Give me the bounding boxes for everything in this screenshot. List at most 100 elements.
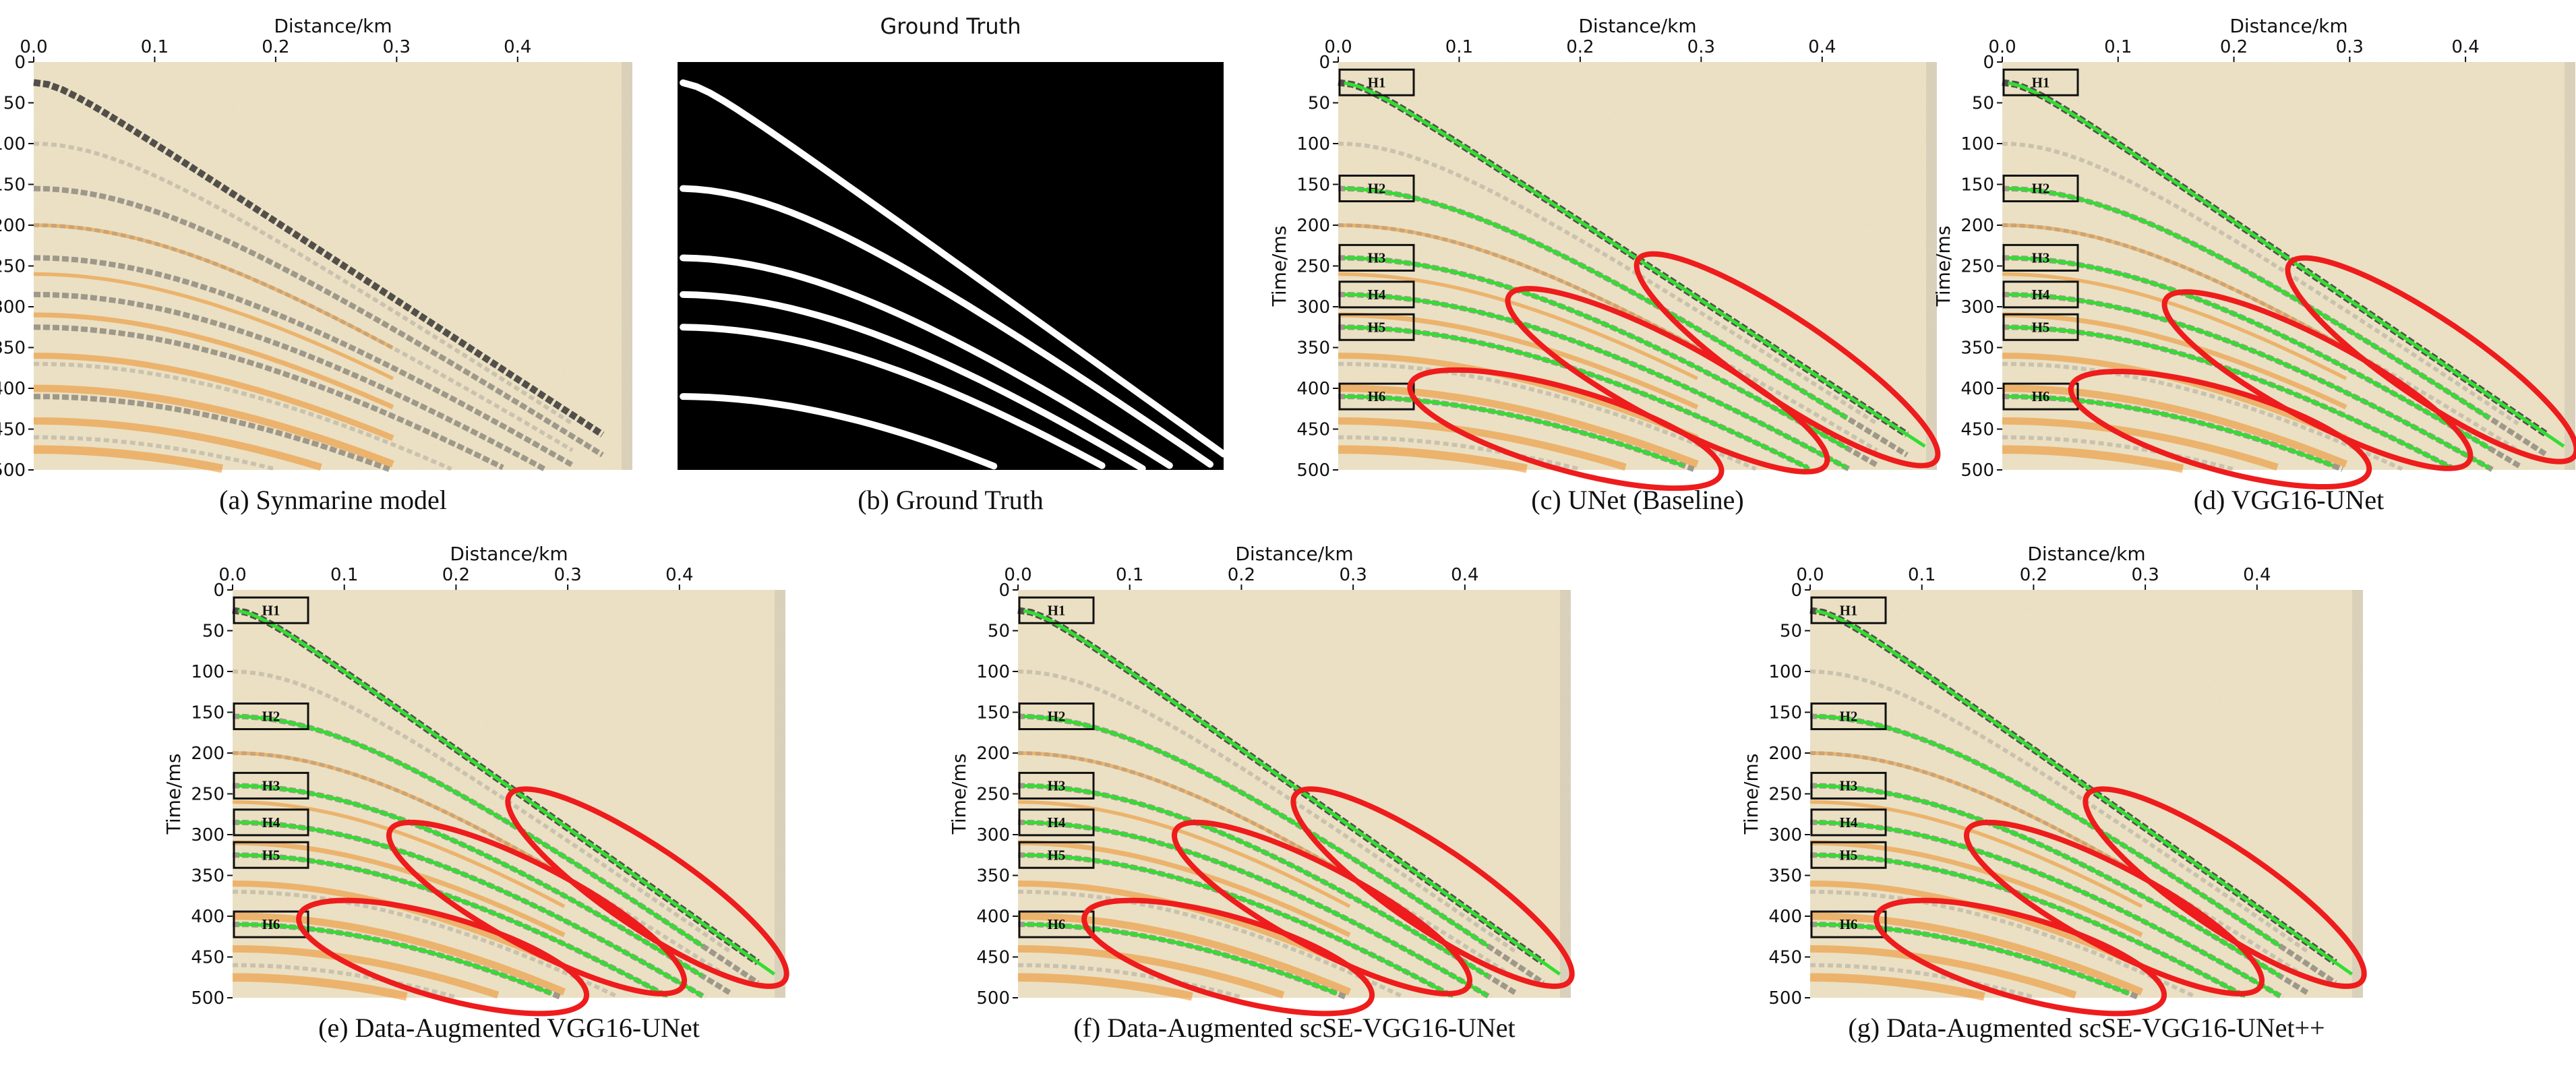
horizon-label: H1 [1840, 602, 1858, 618]
horizon-label-box [1018, 702, 1095, 731]
horizon-label-box [233, 702, 309, 731]
y-axis-label: Time/ms [948, 754, 970, 835]
horizon-pick-line [1816, 853, 2246, 998]
y-tick-label: 0 [1319, 53, 1330, 73]
error-ellipse [2083, 786, 2367, 989]
horizon-pick-line [1815, 609, 2354, 976]
horizon-label-box [1018, 808, 1095, 837]
y-tick-label: 100 [1960, 134, 1994, 154]
panel-caption-b: (b) Ground Truth [858, 485, 1044, 515]
picks-f: H1 H2 H3 H4 H5 H6 [1018, 596, 1575, 1017]
y-tick-label: 450 [0, 420, 26, 440]
y-tick-label: 50 [988, 622, 1010, 642]
x-tick-label: 0.0 [1004, 565, 1031, 585]
horizon-label-box [1018, 841, 1095, 869]
horizon-pick-line [1023, 715, 1489, 948]
horizon-label-box [1810, 771, 1887, 800]
y-tick-label: 450 [1296, 420, 1330, 440]
x-tick-label: 0.4 [2451, 37, 2479, 57]
horizon-pick-line [2008, 293, 2490, 470]
horizon-label: H6 [1368, 388, 1386, 405]
panel-caption-d: (d) VGG16-UNet [2194, 485, 2385, 515]
edge-strip [2565, 62, 2575, 470]
horizon-label: H5 [1368, 319, 1386, 335]
horizon-pick-line [1344, 187, 1849, 420]
axes-c: Distance/km 0.0 0.1 0.2 0.3 0.4 Time/ms 0 50 100 1… [1268, 15, 1836, 481]
horizon-label: H5 [262, 847, 280, 863]
x-axis-label: Distance/km [450, 543, 568, 565]
horizon-pick-line [1344, 81, 1926, 448]
x-axis-label: Distance/km [2027, 543, 2145, 565]
x-tick-label: 0.1 [330, 565, 358, 585]
horizon-label-box [233, 771, 309, 800]
ground-truth-horizon [680, 185, 1214, 468]
y-tick-label: 100 [1768, 662, 1802, 682]
axes-a: Distance/km0.00.10.20.30.4Time/ms0501001… [0, 15, 531, 481]
horizon-pick-line [2008, 394, 2334, 468]
horizon-pick-line [2008, 256, 2490, 450]
x-axis-label: Distance/km [274, 15, 392, 37]
x-tick-label: 0.3 [553, 565, 581, 585]
y-tick-label: 150 [0, 175, 26, 196]
y-tick-label: 250 [191, 785, 224, 805]
horizon-label: H1 [262, 602, 280, 618]
y-tick-label: 400 [0, 379, 26, 399]
horizon-label: H2 [1840, 709, 1858, 725]
y-tick-label: 300 [1296, 297, 1330, 318]
x-tick-label: 0.1 [2104, 37, 2132, 57]
x-axis-label: Distance/km [2229, 15, 2347, 37]
error-ellipse [1290, 786, 1575, 989]
y-tick-label: 300 [191, 825, 224, 845]
horizon-label: H4 [1840, 814, 1858, 831]
y-tick-label: 450 [191, 948, 224, 968]
horizon-label: H1 [2032, 74, 2050, 90]
y-tick-label: 500 [976, 988, 1010, 1009]
horizon-label-box [1338, 280, 1415, 309]
x-tick-label: 0.3 [2336, 37, 2364, 57]
x-tick-label: 0.4 [1451, 565, 1478, 585]
x-tick-label: 0.2 [2020, 565, 2047, 585]
y-tick-label: 100 [976, 662, 1010, 682]
y-tick-label: 100 [0, 134, 26, 154]
panel-caption-e: (e) Data-Augmented VGG16-UNet [318, 1013, 700, 1043]
x-tick-label: 0.2 [1566, 37, 1594, 57]
y-axis-label: Time/ms [1268, 226, 1290, 307]
y-tick-label: 300 [1768, 825, 1802, 845]
horizon-pick-line [1816, 922, 2130, 996]
horizon-label-box [1018, 596, 1095, 624]
noise-overlay [34, 62, 632, 470]
x-tick-label: 0.3 [1687, 37, 1715, 57]
ground-truth-horizon [680, 393, 998, 470]
ground-truth-horizon [680, 79, 1227, 458]
y-axis-label: Time/ms [1740, 754, 1762, 835]
horizon-label: H6 [1048, 916, 1066, 932]
y-tick-label: 200 [191, 744, 224, 764]
horizon-pick-line [1816, 715, 2281, 948]
y-tick-label: 350 [976, 866, 1010, 887]
horizon-label-box [2002, 68, 2079, 96]
horizon-pick-line [1023, 853, 1454, 998]
picks-e: H1 H2 H3 H4 H5 H6 [233, 596, 789, 1017]
horizon-pick-line [2008, 187, 2490, 420]
horizon-label: H4 [1368, 287, 1386, 303]
x-tick-label: 0.3 [2131, 565, 2159, 585]
error-ellipse [2285, 255, 2576, 465]
y-tick-label: 350 [1960, 338, 1994, 359]
x-tick-label: 0.4 [665, 565, 693, 585]
y-axis-label: Time/ms [1932, 226, 1954, 307]
error-ellipse [296, 897, 590, 1017]
panel-caption-g: (g) Data-Augmented scSE-VGG16-UNet++ [1848, 1013, 2325, 1043]
horizon-label: H2 [2032, 181, 2050, 197]
y-tick-label: 50 [1308, 94, 1330, 114]
horizon-pick-line [1816, 784, 2281, 978]
y-tick-label: 100 [1296, 134, 1330, 154]
y-tick-label: 300 [976, 825, 1010, 845]
horizon-pick-line [1023, 784, 1489, 978]
x-axis-label: Distance/km [1578, 15, 1696, 37]
picks-d: H1 H2 H3 H4 H5 H6 [2002, 68, 2576, 490]
panel-caption-f: (f) Data-Augmented scSE-VGG16-UNet [1073, 1013, 1515, 1043]
horizon-label-box [233, 841, 309, 869]
axes-d: Distance/km 0.0 0.1 0.2 0.3 0.4 Time/ms 0 50 100 1… [1932, 15, 2480, 481]
horizon-pick-line [238, 922, 553, 996]
